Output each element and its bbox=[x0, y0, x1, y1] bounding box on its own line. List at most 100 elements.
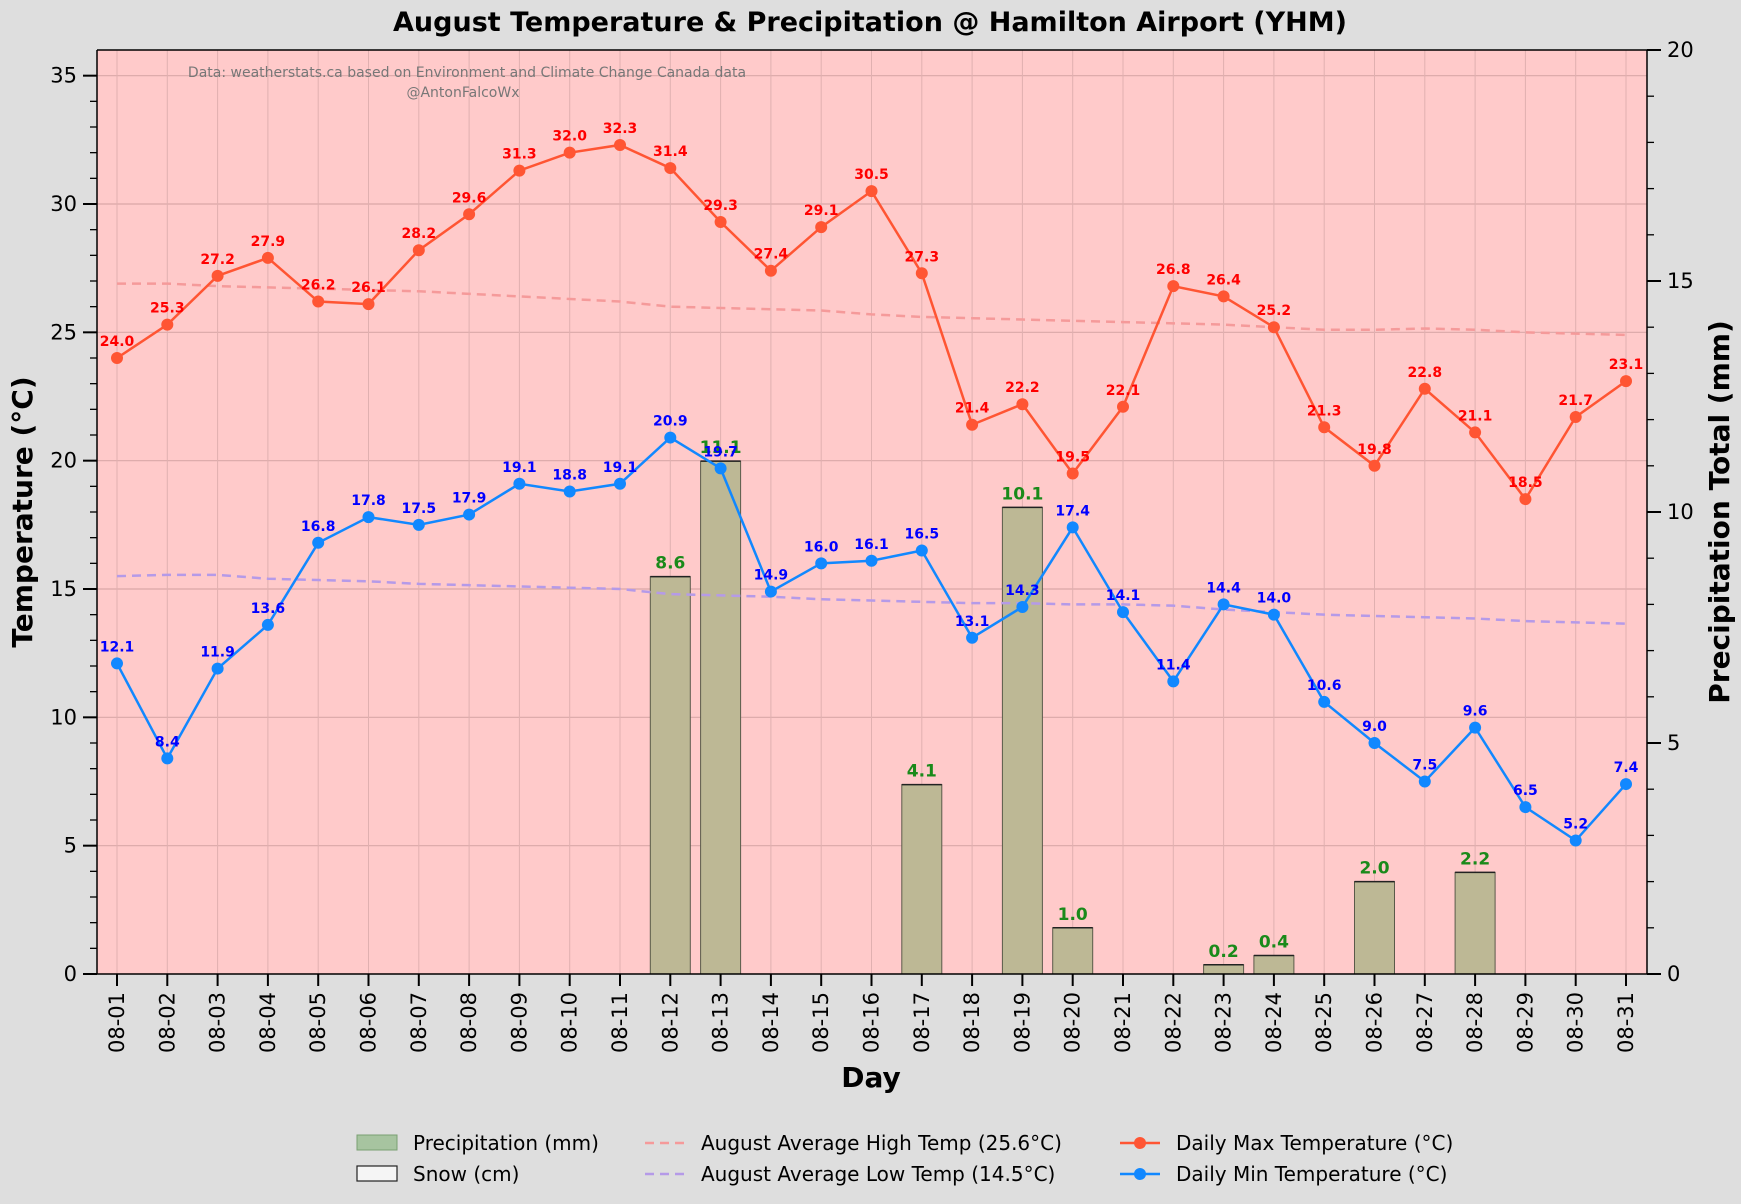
max-temp-point-08-23 bbox=[1217, 290, 1230, 303]
x-tick-label-08-26: 08-26 bbox=[1363, 992, 1387, 1053]
precip-bar-08-23 bbox=[1203, 964, 1245, 975]
max-temp-point-08-03 bbox=[211, 269, 224, 282]
max-temp-point-08-29 bbox=[1519, 493, 1532, 506]
max-temp-point-08-01 bbox=[111, 352, 123, 364]
max-temp-label-08-01: 24.0 bbox=[100, 334, 135, 350]
min-temp-label-08-16: 16.1 bbox=[854, 537, 889, 553]
legend-label: August Average Low Temp (14.5°C) bbox=[701, 1162, 1055, 1186]
precip-label-08-26: 2.0 bbox=[1359, 859, 1389, 879]
min-temp-label-08-29: 6.5 bbox=[1513, 783, 1538, 799]
y-tick-label-left: 35 bbox=[50, 64, 77, 88]
precip-bar-08-17 bbox=[901, 784, 943, 975]
min-temp-point-08-30 bbox=[1569, 834, 1582, 847]
max-temp-point-08-28 bbox=[1469, 426, 1482, 439]
credit-line-1: Data: weatherstats.ca based on Environme… bbox=[188, 65, 746, 81]
y-tick-label-left: 15 bbox=[50, 577, 77, 601]
max-temp-point-08-13 bbox=[714, 215, 727, 228]
min-temp-label-08-11: 19.1 bbox=[603, 460, 638, 476]
y-axis-title-right: Precipitation Total (mm) bbox=[1703, 320, 1736, 704]
min-temp-label-08-10: 18.8 bbox=[552, 467, 587, 483]
x-tick-label-08-09: 08-09 bbox=[507, 992, 531, 1053]
min-temp-label-08-12: 20.9 bbox=[653, 414, 688, 430]
x-tick-label-08-14: 08-14 bbox=[759, 992, 783, 1053]
min-temp-point-08-26 bbox=[1368, 737, 1381, 749]
x-tick-label-08-15: 08-15 bbox=[809, 992, 833, 1053]
min-temp-label-08-19: 14.3 bbox=[1005, 583, 1040, 599]
legend-swatch-marker bbox=[1134, 1168, 1146, 1180]
max-temp-label-08-09: 31.3 bbox=[502, 147, 537, 163]
precip-label-08-20: 1.0 bbox=[1058, 905, 1088, 925]
y-tick-label-right: 5 bbox=[1667, 731, 1680, 755]
min-temp-label-08-18: 13.1 bbox=[955, 614, 990, 630]
x-tick-label-08-27: 08-27 bbox=[1413, 992, 1437, 1053]
max-temp-point-08-10 bbox=[563, 146, 576, 159]
max-temp-point-08-18 bbox=[966, 418, 979, 431]
credit-line-2: @AntonFalcoWx bbox=[406, 85, 519, 101]
x-tick-label-08-31: 08-31 bbox=[1614, 992, 1638, 1053]
x-tick-label-08-17: 08-17 bbox=[910, 992, 934, 1053]
min-temp-label-08-02: 8.4 bbox=[155, 734, 180, 750]
min-temp-point-08-09 bbox=[513, 477, 526, 490]
precip-bar-08-28 bbox=[1454, 871, 1496, 975]
max-temp-label-08-24: 25.2 bbox=[1257, 303, 1292, 319]
x-tick-label-08-29: 08-29 bbox=[1513, 992, 1537, 1053]
min-temp-point-08-21 bbox=[1117, 606, 1129, 619]
min-temp-point-08-18 bbox=[966, 631, 979, 644]
x-tick-label-08-10: 08-10 bbox=[558, 992, 582, 1053]
min-temp-point-08-17 bbox=[915, 544, 928, 557]
y-tick-label-left: 25 bbox=[50, 320, 77, 344]
min-temp-point-08-25 bbox=[1318, 695, 1331, 708]
min-temp-point-08-28 bbox=[1469, 721, 1482, 734]
max-temp-point-08-25 bbox=[1318, 421, 1331, 434]
precip-bar-08-12 bbox=[649, 576, 691, 975]
min-temp-point-08-03 bbox=[211, 662, 224, 675]
max-temp-point-08-02 bbox=[161, 318, 174, 331]
min-temp-label-08-28: 9.6 bbox=[1463, 704, 1488, 720]
min-temp-label-08-14: 14.9 bbox=[754, 568, 789, 584]
x-axis-title: Day bbox=[841, 1061, 901, 1094]
legend-swatch-precip bbox=[356, 1134, 398, 1151]
min-temp-label-08-03: 11.9 bbox=[200, 645, 235, 661]
min-temp-point-08-15 bbox=[815, 557, 828, 570]
min-temp-point-08-23 bbox=[1217, 598, 1230, 611]
max-temp-label-08-10: 32.0 bbox=[552, 129, 587, 145]
max-temp-label-08-03: 27.2 bbox=[200, 252, 235, 268]
x-tick-label-08-03: 08-03 bbox=[206, 992, 230, 1053]
max-temp-point-08-04 bbox=[261, 251, 274, 264]
y-tick-label-right: 0 bbox=[1667, 962, 1680, 986]
max-temp-label-08-04: 27.9 bbox=[251, 234, 286, 250]
min-temp-point-08-04 bbox=[261, 618, 274, 631]
max-temp-label-08-27: 22.8 bbox=[1408, 365, 1443, 381]
precip-bar-08-26 bbox=[1354, 881, 1395, 975]
max-temp-label-08-13: 29.3 bbox=[703, 198, 738, 214]
x-tick-label-08-01: 08-01 bbox=[105, 992, 129, 1053]
min-temp-point-08-08 bbox=[463, 508, 476, 521]
x-tick-label-08-02: 08-02 bbox=[155, 992, 179, 1053]
avg-high-line bbox=[117, 282, 1627, 337]
max-temp-point-08-09 bbox=[513, 164, 526, 177]
precip-bar-08-13 bbox=[700, 460, 742, 975]
x-tick-label-08-22: 08-22 bbox=[1161, 992, 1185, 1053]
y-tick-label-right: 10 bbox=[1667, 500, 1694, 524]
min-temp-point-08-02 bbox=[161, 752, 174, 765]
min-temp-label-08-04: 13.6 bbox=[251, 601, 286, 617]
min-temp-label-08-25: 10.6 bbox=[1307, 678, 1342, 694]
precip-label-08-23: 0.2 bbox=[1209, 942, 1239, 962]
max-temp-label-08-25: 21.3 bbox=[1307, 403, 1342, 419]
legend-label: Daily Max Temperature (°C) bbox=[1176, 1131, 1453, 1155]
min-temp-point-08-10 bbox=[563, 485, 576, 498]
min-temp-label-08-17: 16.5 bbox=[905, 527, 940, 543]
max-temp-label-08-23: 26.4 bbox=[1206, 272, 1241, 288]
max-temp-label-08-21: 22.1 bbox=[1106, 383, 1141, 399]
min-temp-label-08-30: 5.2 bbox=[1563, 817, 1588, 833]
x-tick-label-08-16: 08-16 bbox=[860, 992, 884, 1053]
min-temp-label-08-05: 16.8 bbox=[301, 519, 336, 535]
max-temp-label-08-31: 23.1 bbox=[1609, 357, 1644, 373]
max-temp-point-08-26 bbox=[1368, 459, 1381, 472]
min-temp-label-08-13: 19.7 bbox=[703, 444, 738, 460]
max-temp-label-08-15: 29.1 bbox=[804, 203, 839, 219]
axes: 0 5 10 15 20 25 30 35 0 5 10 15 20 08-01 08-02 08-03 08-… bbox=[50, 38, 1693, 1053]
max-temp-label-08-19: 22.2 bbox=[1005, 380, 1040, 396]
x-tick-label-08-24: 08-24 bbox=[1262, 992, 1286, 1053]
